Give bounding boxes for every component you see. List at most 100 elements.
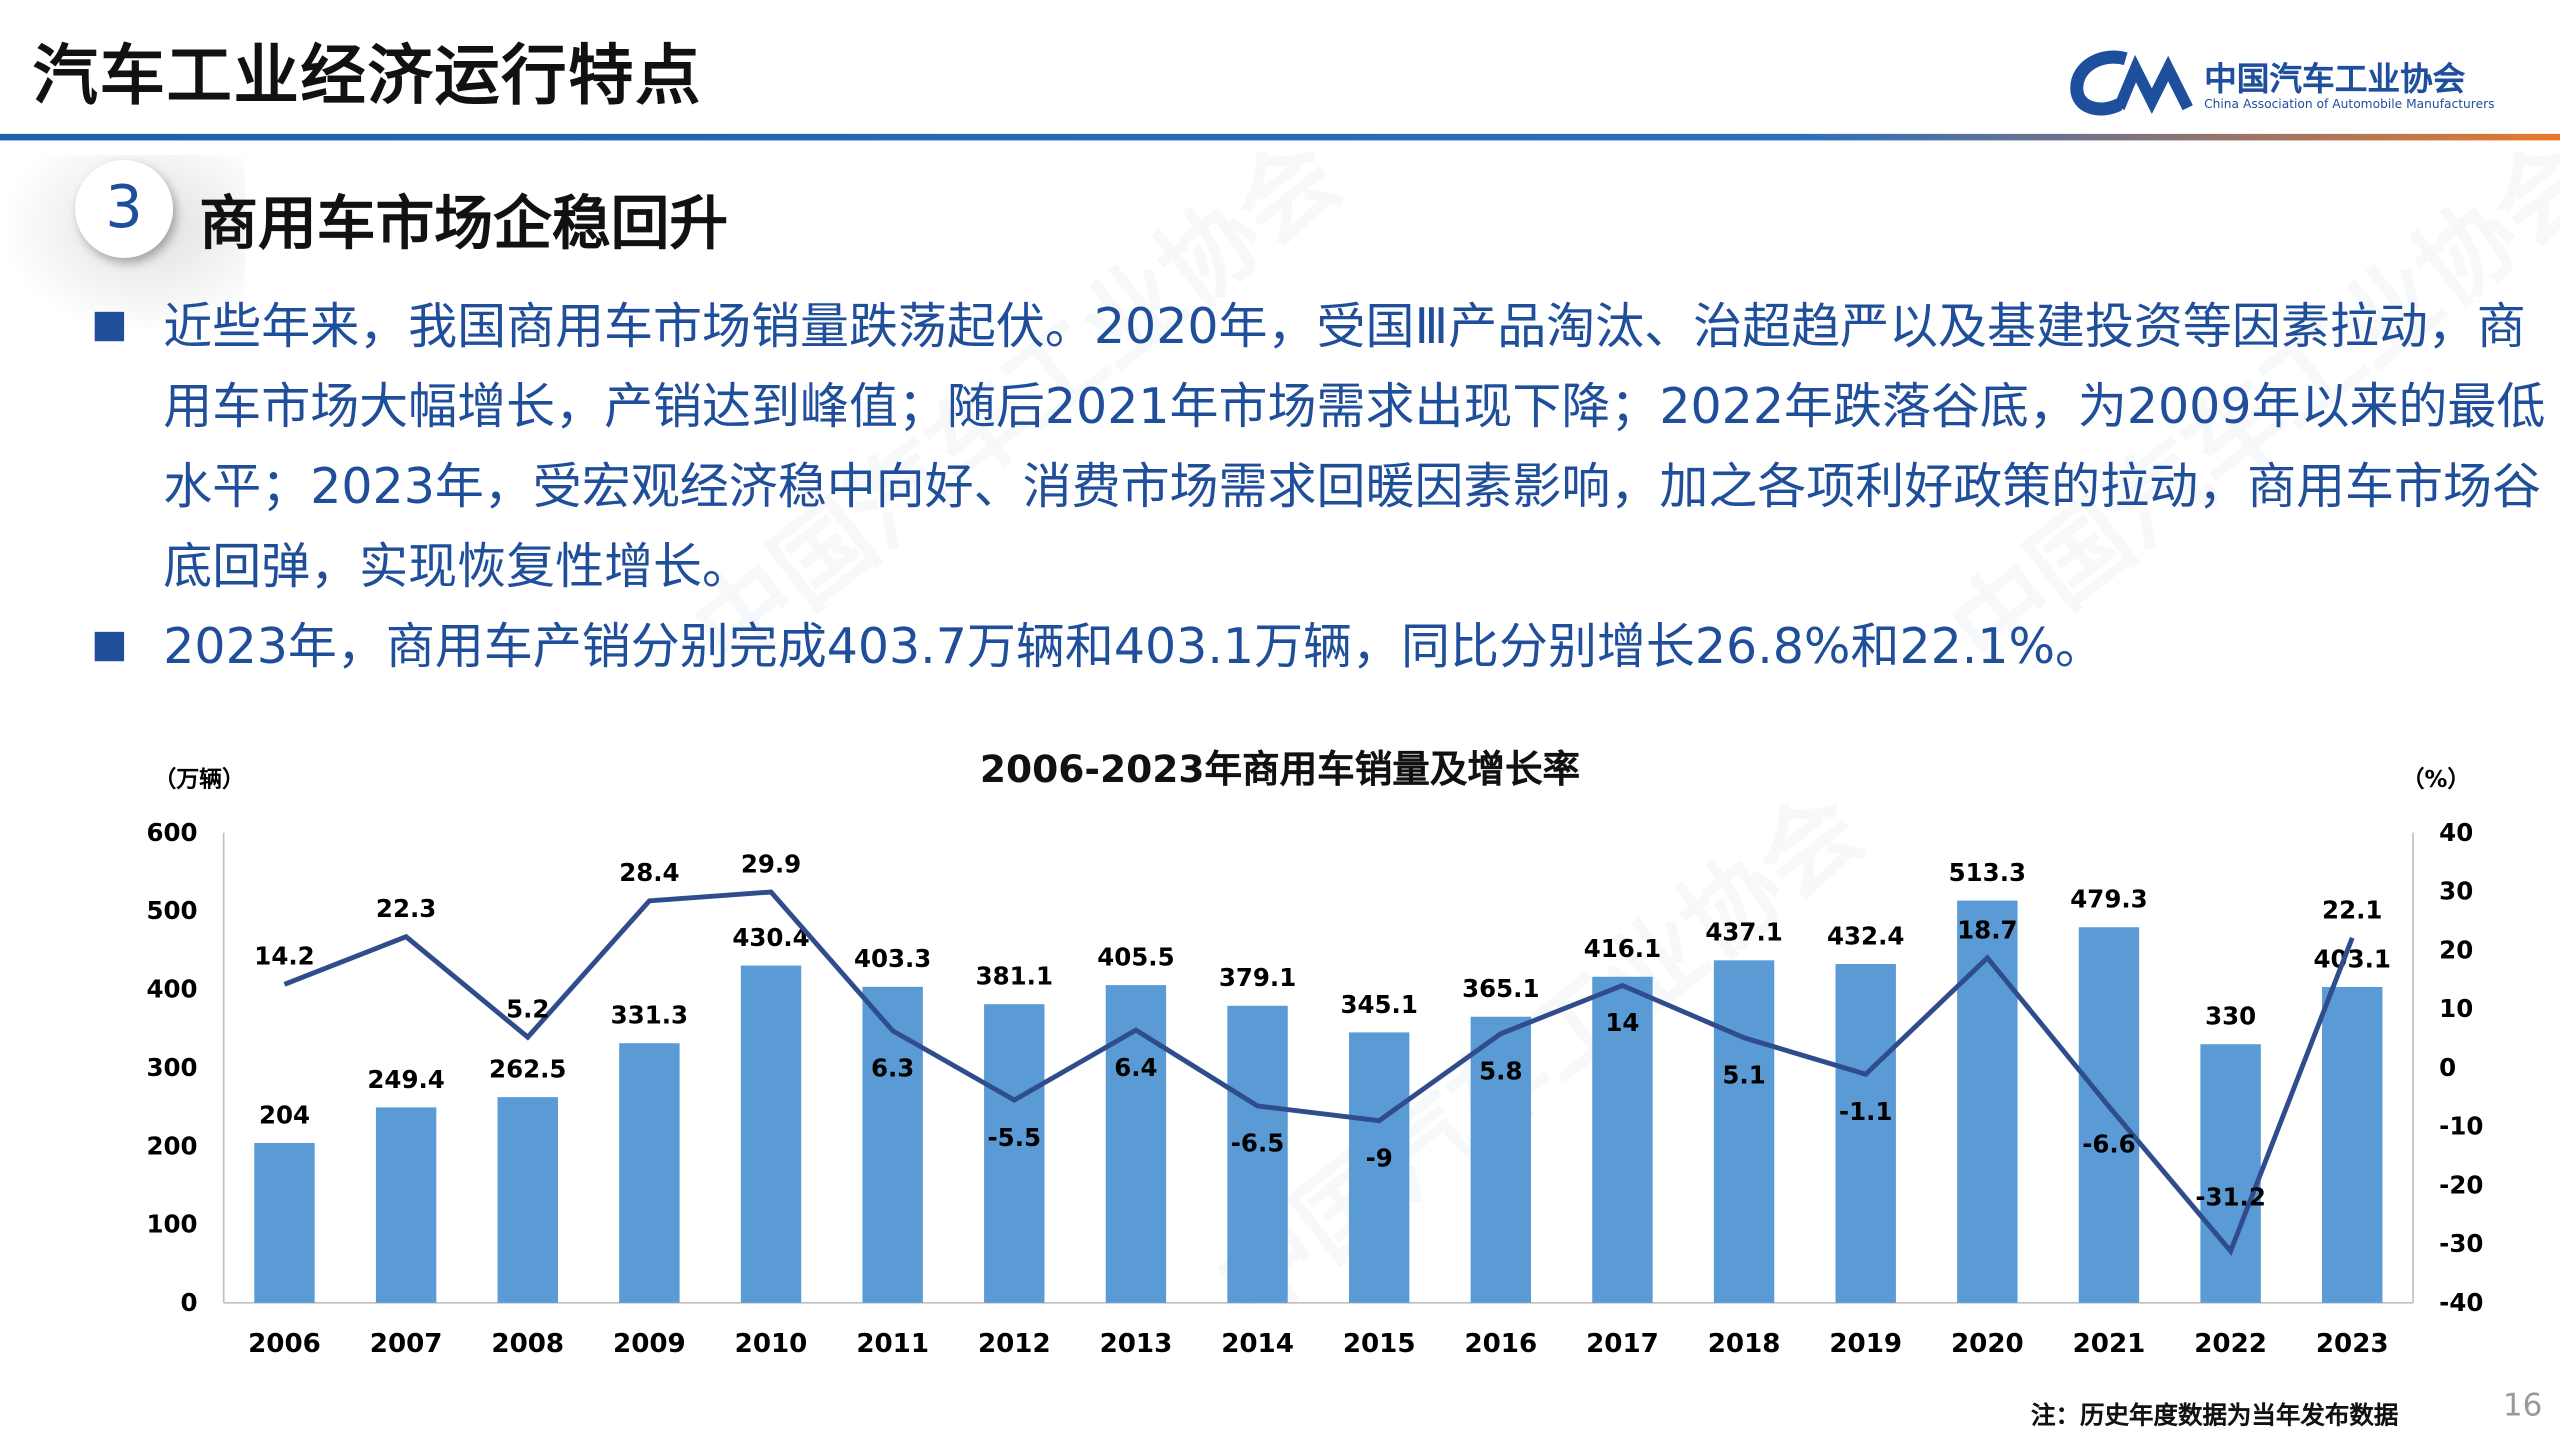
- y-left-tick: 100: [146, 1210, 197, 1239]
- x-tick: 2010: [735, 1329, 808, 1359]
- x-tick: 2019: [1829, 1329, 1902, 1359]
- y-right-tick: -40: [2439, 1288, 2483, 1317]
- y-right-tick: -20: [2439, 1170, 2483, 1199]
- x-tick: 2018: [1708, 1329, 1781, 1359]
- bar: [1105, 985, 1167, 1303]
- line-label: 22.1: [2322, 895, 2382, 924]
- line-label: 6.3: [871, 1053, 914, 1082]
- y-left-tick: 300: [146, 1053, 197, 1082]
- x-tick: 2013: [1100, 1329, 1173, 1359]
- bar: [2322, 986, 2383, 1303]
- y-right-tick: 20: [2439, 935, 2473, 964]
- bar-label: 437.1: [1705, 918, 1782, 947]
- x-tick: 2008: [491, 1329, 564, 1359]
- bar: [1835, 963, 1896, 1303]
- x-tick: 2012: [978, 1329, 1051, 1359]
- bullet-text: 近些年来，我国商用车市场销量跌荡起伏。2020年，受国Ⅲ产品淘汰、治超趋严以及基…: [163, 298, 2546, 596]
- bar: [862, 986, 923, 1303]
- bullet-text: 2023年，商用车产销分别完成403.7万辆和403.1万辆，同比分别增长26.…: [163, 618, 2105, 676]
- bar-label: 403.1: [2314, 944, 2391, 973]
- bar-label: 405.5: [1097, 942, 1174, 971]
- bar: [254, 1142, 315, 1303]
- bar: [1592, 976, 1653, 1303]
- y-right-tick: -30: [2439, 1229, 2483, 1258]
- bar: [619, 1043, 680, 1303]
- bar: [497, 1097, 558, 1303]
- y-left-tick: 400: [146, 975, 197, 1004]
- x-tick: 2014: [1221, 1329, 1294, 1359]
- x-tick: 2020: [1951, 1329, 2024, 1359]
- bullet-item: 近些年来，我国商用车市场销量跌荡起伏。2020年，受国Ⅲ产品淘汰、治超趋严以及基…: [94, 287, 2557, 607]
- bar-label: 381.1: [976, 962, 1053, 991]
- y-right-tick: 40: [2439, 818, 2473, 847]
- bar: [1713, 960, 1775, 1303]
- bar: [1227, 1005, 1288, 1303]
- y-right-tick: -10: [2439, 1112, 2483, 1141]
- bullet-list: 近些年来，我国商用车市场销量跌荡起伏。2020年，受国Ⅲ产品淘汰、治超趋严以及基…: [94, 287, 2557, 687]
- bar-label: 403.3: [854, 944, 931, 973]
- line-label: -31.2: [2195, 1182, 2266, 1211]
- x-tick: 2007: [370, 1329, 443, 1359]
- bullet-square-icon: [94, 311, 125, 342]
- chart-title: 2006-2023年商用车销量及增长率: [979, 749, 1581, 792]
- y-left-tick: 500: [146, 896, 197, 925]
- x-tick: 2021: [2073, 1329, 2146, 1359]
- x-tick: 2006: [248, 1329, 321, 1359]
- section-title: 商用车市场企稳回升: [199, 191, 729, 258]
- line-label: -6.5: [1231, 1129, 1285, 1158]
- x-tick: 2009: [613, 1329, 686, 1359]
- bar: [740, 965, 802, 1303]
- y-left-tick: 200: [146, 1131, 197, 1160]
- x-tick: 2016: [1464, 1329, 1537, 1359]
- line-label: 5.2: [506, 995, 549, 1024]
- bar: [984, 1004, 1045, 1303]
- line-label: 5.1: [1722, 1060, 1765, 1089]
- x-tick: 2011: [856, 1329, 929, 1359]
- line-label: -1.1: [1839, 1097, 1893, 1126]
- caam-logo-mark-icon: [2070, 50, 2193, 116]
- bar-label: 204: [259, 1100, 310, 1129]
- logo-en: China Association of Automobile Manufact…: [2204, 96, 2495, 112]
- bar-label: 331.3: [611, 1001, 688, 1030]
- line-label: 18.7: [1957, 915, 2017, 944]
- line-label: 5.8: [1479, 1056, 1522, 1085]
- line-label: -9: [1366, 1143, 1393, 1172]
- x-tick: 2017: [1586, 1329, 1659, 1359]
- x-tick: 2022: [2194, 1329, 2267, 1359]
- y-right-tick: 0: [2439, 1053, 2456, 1082]
- header-divider: [0, 133, 2560, 141]
- bar: [375, 1107, 437, 1303]
- line-label: 22.3: [376, 894, 436, 923]
- bar-label: 432.4: [1827, 921, 1904, 950]
- x-tick: 2015: [1343, 1329, 1416, 1359]
- y-left-label: （万辆）: [153, 766, 244, 793]
- bar-label: 330: [2205, 1002, 2256, 1031]
- page-title: 汽车工业经济运行特点: [32, 39, 703, 115]
- bar: [1470, 1016, 1532, 1303]
- line-label: 14: [1605, 1008, 1639, 1037]
- bar: [2200, 1044, 2261, 1303]
- bar-label: 430.4: [732, 923, 809, 952]
- bar-label: 262.5: [489, 1055, 566, 1084]
- y-right-tick: 10: [2439, 994, 2473, 1023]
- bar-label: 379.1: [1219, 963, 1296, 992]
- y-left-tick: 600: [146, 818, 197, 847]
- bar-label: 513.3: [1949, 858, 2026, 887]
- page-number: 16: [2502, 1387, 2543, 1424]
- section-number: 3: [75, 159, 174, 258]
- bullet-square-icon: [94, 631, 125, 662]
- line-label: 29.9: [741, 849, 801, 878]
- y-right-label: （%）: [2402, 766, 2471, 793]
- bar-label: 416.1: [1584, 934, 1661, 963]
- logo-cn: 中国汽车工业协会: [2204, 58, 2466, 98]
- bar: [2078, 927, 2140, 1303]
- bar-label: 479.3: [2070, 885, 2147, 914]
- footnote: 注：历史年度数据为当年发布数据: [2031, 1400, 2399, 1431]
- bar-label: 365.1: [1462, 974, 1539, 1003]
- x-tick: 2023: [2316, 1329, 2389, 1359]
- line-label: -5.5: [988, 1123, 1042, 1152]
- bar: [1348, 1032, 1410, 1303]
- caam-logo: 中国汽车工业协会 China Association of Automobile…: [2070, 49, 2543, 121]
